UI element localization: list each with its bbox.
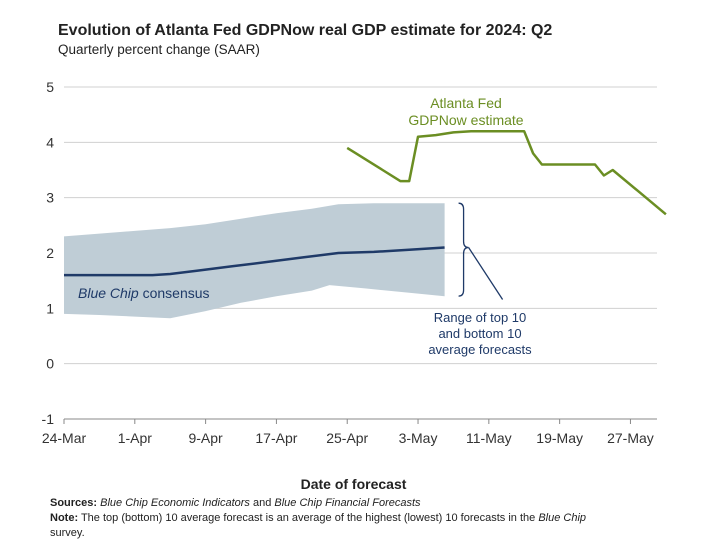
x-tick-label: 11-May: [466, 430, 512, 446]
y-tick-label: 4: [46, 134, 54, 150]
chart-title: Evolution of Atlanta Fed GDPNow real GDP…: [58, 22, 553, 39]
chart-subtitle: Quarterly percent change (SAAR): [58, 42, 260, 57]
sources-line: Sources: Blue Chip Economic Indicators a…: [50, 497, 421, 509]
y-tick-label: 2: [46, 245, 54, 261]
y-tick-label: -1: [42, 411, 55, 427]
y-tick-label: 3: [46, 190, 54, 206]
y-tick-label: 5: [46, 79, 54, 95]
x-tick-label: 24-Mar: [42, 430, 87, 446]
gdpnow-estimate-line: [346, 130, 667, 216]
note-line: Note: The top (bottom) 10 average foreca…: [50, 512, 586, 524]
x-tick-label: 1-Apr: [118, 430, 153, 446]
sources-label: Sources:: [50, 497, 98, 509]
sources-and: and: [249, 497, 275, 509]
x-tick-label: 27-May: [607, 430, 654, 446]
gdpnow-label-line-2: GDPNow estimate: [408, 112, 523, 128]
blue-chip-label-italic: Blue Chip: [78, 285, 139, 301]
x-axis-label: Date of forecast: [300, 476, 407, 492]
sources-publication-1: Blue Chip Economic Indicators: [100, 497, 250, 509]
note-italic: Blue Chip: [538, 512, 587, 524]
blue-chip-label: Blue Chip consensus: [78, 285, 210, 301]
range-label-line-2: and bottom 10: [438, 326, 521, 341]
x-tick-label: 25-Apr: [326, 430, 368, 446]
x-tick-label: 19-May: [536, 430, 583, 446]
y-tick-label: 0: [46, 356, 54, 372]
x-tick-label: 9-Apr: [188, 430, 223, 446]
blue-chip-consensus-line: [64, 246, 445, 277]
x-tick-label: 17-Apr: [255, 430, 297, 446]
forecast-range-band: [64, 203, 445, 319]
note-text: The top (bottom) 10 average forecast is …: [78, 512, 539, 524]
y-tick-label: 1: [46, 300, 54, 316]
note-continuation: survey.: [50, 527, 85, 539]
range-label-line-3: average forecasts: [428, 342, 532, 357]
range-label-line-1: Range of top 10: [434, 310, 527, 325]
range-bracket: [458, 202, 469, 297]
range-leader-line: [468, 247, 504, 300]
blue-chip-label-rest: consensus: [139, 285, 210, 301]
gdpnow-label-line-1: Atlanta Fed: [430, 95, 502, 111]
note-label: Note:: [50, 512, 79, 524]
sources-publication-2: Blue Chip Financial Forecasts: [274, 497, 421, 509]
x-tick-label: 3-May: [399, 430, 438, 446]
